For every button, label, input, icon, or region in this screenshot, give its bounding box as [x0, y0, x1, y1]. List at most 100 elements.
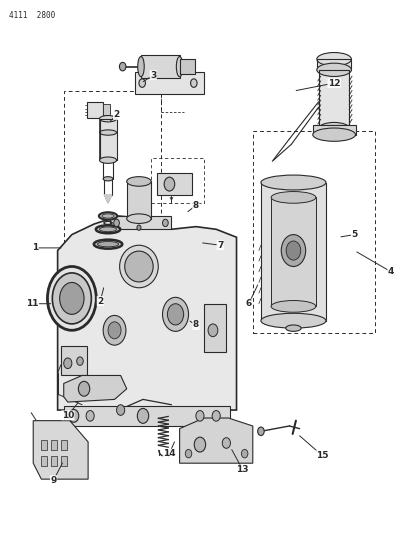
Ellipse shape: [100, 157, 117, 164]
Bar: [319, 70, 349, 128]
Ellipse shape: [271, 301, 316, 312]
Text: 4: 4: [388, 268, 394, 276]
Text: 10: 10: [62, 411, 74, 420]
Text: 2: 2: [113, 110, 120, 119]
Circle shape: [164, 177, 175, 191]
Bar: [317, 59, 351, 70]
Circle shape: [167, 304, 184, 325]
Bar: [87, 102, 103, 118]
Circle shape: [78, 381, 90, 396]
Ellipse shape: [286, 325, 301, 332]
Bar: [319, 70, 349, 128]
Circle shape: [103, 316, 126, 345]
Text: 11: 11: [26, 299, 39, 308]
Ellipse shape: [94, 240, 122, 249]
Circle shape: [191, 79, 197, 87]
Text: 15: 15: [316, 451, 328, 460]
Text: 5: 5: [351, 230, 357, 239]
Text: 8: 8: [193, 201, 199, 210]
Circle shape: [258, 427, 264, 435]
Ellipse shape: [317, 63, 351, 76]
Circle shape: [222, 438, 231, 448]
Circle shape: [162, 219, 168, 227]
Bar: [157, 173, 192, 195]
Text: 9: 9: [50, 476, 57, 484]
Polygon shape: [58, 216, 237, 410]
Polygon shape: [104, 195, 112, 203]
Bar: [61, 456, 67, 466]
Circle shape: [69, 409, 79, 422]
Text: 2: 2: [97, 296, 104, 305]
Bar: [253, 131, 375, 333]
Bar: [61, 346, 87, 375]
Bar: [40, 440, 47, 450]
Text: 6: 6: [246, 299, 252, 308]
Polygon shape: [64, 375, 127, 402]
Bar: [61, 440, 67, 450]
Ellipse shape: [100, 130, 117, 135]
Ellipse shape: [313, 128, 355, 141]
Bar: [100, 119, 117, 160]
Bar: [151, 158, 204, 203]
Text: 4111  2800: 4111 2800: [9, 11, 55, 20]
Polygon shape: [135, 64, 204, 94]
Circle shape: [281, 235, 306, 266]
Bar: [204, 304, 226, 352]
Circle shape: [137, 408, 149, 423]
Ellipse shape: [319, 123, 349, 134]
Ellipse shape: [271, 191, 316, 203]
Circle shape: [286, 241, 301, 260]
Bar: [64, 91, 161, 293]
Ellipse shape: [127, 214, 151, 223]
Text: 7: 7: [217, 241, 224, 250]
Circle shape: [242, 449, 248, 458]
Circle shape: [64, 358, 72, 368]
Bar: [271, 197, 316, 306]
Bar: [180, 59, 195, 74]
Bar: [141, 55, 180, 78]
Ellipse shape: [100, 116, 117, 122]
Ellipse shape: [99, 212, 117, 220]
Bar: [103, 104, 111, 115]
Circle shape: [162, 297, 188, 332]
Ellipse shape: [261, 175, 326, 190]
Ellipse shape: [103, 176, 113, 181]
Bar: [51, 456, 57, 466]
Bar: [100, 119, 117, 160]
Circle shape: [77, 357, 83, 366]
Circle shape: [117, 405, 125, 415]
Circle shape: [120, 62, 126, 71]
Bar: [317, 59, 351, 70]
Text: 3: 3: [150, 70, 156, 79]
Circle shape: [196, 410, 204, 421]
Bar: [111, 216, 171, 229]
Text: 13: 13: [236, 465, 249, 474]
Text: 1: 1: [32, 244, 38, 253]
Circle shape: [185, 449, 192, 458]
Circle shape: [86, 410, 94, 421]
Polygon shape: [180, 418, 253, 463]
Ellipse shape: [127, 176, 151, 186]
Text: 8: 8: [193, 320, 199, 329]
Circle shape: [47, 266, 96, 330]
Circle shape: [194, 437, 206, 452]
Bar: [51, 440, 57, 450]
Ellipse shape: [96, 225, 120, 233]
Text: 14: 14: [163, 449, 176, 458]
Ellipse shape: [102, 214, 114, 218]
Ellipse shape: [98, 241, 119, 247]
Text: 12: 12: [328, 78, 340, 87]
Bar: [261, 182, 326, 321]
Circle shape: [114, 219, 120, 227]
Bar: [313, 125, 356, 135]
Circle shape: [60, 282, 84, 314]
Ellipse shape: [120, 245, 158, 288]
Ellipse shape: [125, 251, 153, 282]
Circle shape: [108, 322, 121, 339]
Circle shape: [208, 324, 218, 337]
Bar: [40, 456, 47, 466]
Circle shape: [52, 273, 91, 324]
Circle shape: [137, 225, 141, 230]
Ellipse shape: [317, 53, 351, 66]
Ellipse shape: [100, 227, 117, 232]
